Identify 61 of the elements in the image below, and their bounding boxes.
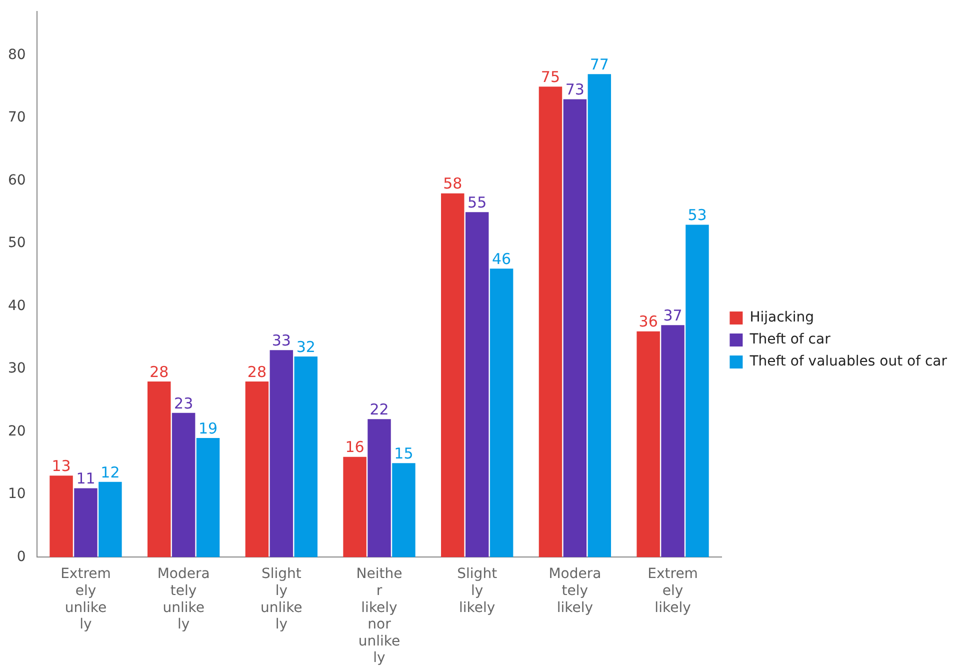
y-tick-label: 60 (8, 172, 26, 188)
bar (392, 463, 416, 558)
y-tick-label: 50 (8, 235, 26, 252)
bar (343, 456, 366, 558)
y-tick-label: 0 (16, 548, 26, 565)
bar (74, 488, 98, 558)
data-label: 55 (468, 194, 487, 212)
legend-label: Theft of valuables out of car (748, 354, 948, 370)
y-tick-label: 20 (8, 423, 26, 440)
y-tick-label: 70 (8, 110, 26, 126)
y-tick-label: 30 (8, 360, 26, 377)
bar (465, 212, 489, 558)
data-label: 16 (345, 438, 364, 456)
bar (50, 476, 73, 558)
data-label: 32 (296, 338, 316, 356)
data-label: 12 (100, 463, 120, 482)
data-label: 23 (174, 394, 194, 412)
x-tick-label: Slightly unlikely (260, 566, 302, 633)
data-label: 28 (247, 362, 267, 381)
bar (563, 99, 587, 558)
bar (245, 382, 269, 558)
bar (294, 356, 318, 558)
bar (490, 268, 514, 558)
bar (588, 74, 612, 558)
bar (98, 482, 122, 558)
data-label: 53 (688, 206, 707, 224)
data-label: 37 (663, 306, 682, 324)
data-label: 46 (492, 250, 512, 268)
legend-label: Hijacking (750, 310, 814, 326)
x-tick-label: Extremely unlikely (60, 566, 111, 633)
bar (196, 438, 220, 558)
data-label: 28 (150, 362, 169, 381)
bar (368, 419, 391, 558)
data-label: 15 (394, 444, 414, 462)
bar (270, 350, 294, 558)
y-tick-label: 10 (8, 486, 26, 502)
data-label: 58 (443, 174, 462, 193)
data-label: 75 (540, 68, 560, 86)
x-tick-label: Extremely likely (648, 566, 698, 616)
y-tick-label: 80 (8, 46, 26, 63)
legend-label: Theft of car (748, 332, 831, 348)
x-tick-label: Moderately unlikely (157, 566, 210, 633)
data-label: 22 (370, 400, 389, 419)
data-label: 19 (198, 419, 218, 438)
x-tick-label: Slightly likely (457, 566, 498, 616)
bar (441, 193, 464, 558)
data-label: 11 (76, 470, 96, 488)
bar (686, 224, 709, 558)
data-label: 73 (565, 80, 584, 99)
y-tick-label: 40 (8, 298, 26, 314)
x-tick-label: Neither likely nor unlikely (356, 566, 402, 666)
bar (172, 412, 196, 558)
data-label: 36 (638, 312, 658, 331)
bar (147, 382, 171, 558)
data-label: 13 (52, 457, 71, 476)
bar (636, 331, 660, 558)
bar (661, 325, 684, 558)
data-label: 33 (272, 332, 291, 350)
x-tick-label: Moderately likely (548, 566, 602, 616)
data-label: 77 (590, 56, 609, 74)
bar (538, 86, 562, 558)
